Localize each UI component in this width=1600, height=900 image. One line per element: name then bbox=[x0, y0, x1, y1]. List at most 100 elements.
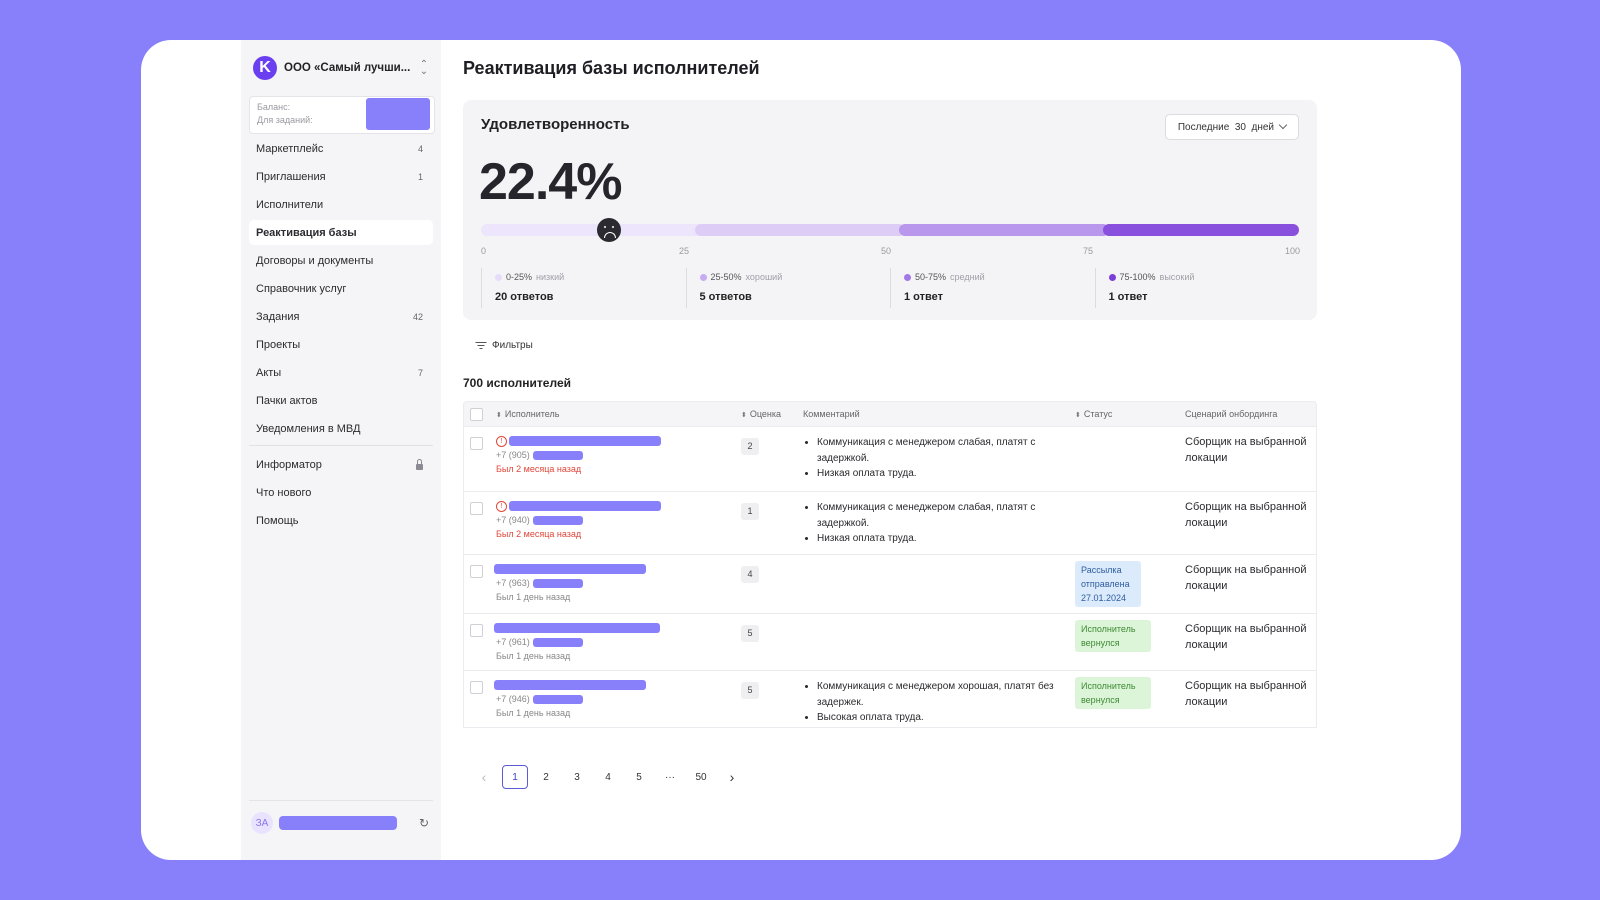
worker-cell[interactable]: +7 (963) Был 1 день назад bbox=[494, 555, 741, 613]
sidebar: K ООО «Самый лучши... ⌃ ⌄ Баланс: Для зад… bbox=[241, 40, 441, 860]
score-badge: 4 bbox=[741, 566, 759, 583]
select-all-checkbox[interactable] bbox=[470, 407, 483, 421]
satisfaction-scale bbox=[481, 218, 1299, 242]
worker-phone-redacted bbox=[533, 579, 583, 588]
onboarding-scenario: Сборщик на выбранной локации bbox=[1185, 501, 1307, 529]
sort-icon: ⬍ bbox=[1075, 412, 1081, 419]
sidebar-item[interactable]: Информатор bbox=[249, 452, 433, 477]
balance-widget: Баланс: Для заданий: bbox=[249, 96, 435, 134]
legend-range: 0-25% bbox=[506, 272, 533, 282]
sidebar-item[interactable]: Проекты bbox=[249, 332, 433, 357]
sidebar-item[interactable]: Исполнители bbox=[249, 192, 433, 217]
sidebar-item[interactable]: Уведомления в МВД bbox=[249, 416, 433, 441]
worker-cell[interactable]: ! +7 (940) Был 2 месяца назад bbox=[496, 492, 741, 554]
column-worker[interactable]: ⬍ Исполнитель bbox=[496, 409, 560, 419]
legend-count: 20 ответов bbox=[495, 291, 554, 303]
legend-item: 50-75% средний 1 ответ bbox=[890, 268, 1095, 308]
sidebar-item[interactable]: Справочник услуг bbox=[249, 276, 433, 301]
prev-page-button[interactable]: ‹ bbox=[481, 769, 487, 785]
sidebar-item-label: Исполнители bbox=[256, 198, 324, 211]
sidebar-item-label: Помощь bbox=[256, 514, 299, 527]
page-button[interactable]: 2 bbox=[543, 771, 549, 783]
page-button[interactable]: 4 bbox=[605, 771, 611, 783]
lock-icon bbox=[416, 458, 423, 470]
sidebar-item[interactable]: Договоры и документы bbox=[249, 248, 433, 273]
sidebar-item[interactable]: Пачки актов bbox=[249, 388, 433, 413]
row-checkbox[interactable] bbox=[470, 502, 483, 515]
worker-cell[interactable]: +7 (946) Был 1 день назад bbox=[494, 671, 741, 727]
column-comment: Комментарий bbox=[803, 409, 860, 419]
legend-dot bbox=[904, 273, 911, 281]
column-score[interactable]: ⬍ Оценка bbox=[741, 409, 782, 419]
user-profile[interactable]: ЗА ↻ bbox=[249, 800, 433, 839]
row-checkbox[interactable] bbox=[470, 565, 483, 578]
sidebar-item[interactable]: Реактивация базы bbox=[249, 220, 433, 245]
legend-count: 5 ответов bbox=[699, 291, 752, 303]
worker-phone: +7 (940) bbox=[496, 515, 530, 525]
page-button[interactable]: ··· bbox=[665, 771, 675, 783]
next-page-button[interactable]: › bbox=[729, 769, 735, 785]
sidebar-item[interactable]: Что нового bbox=[249, 480, 433, 505]
filters-button[interactable]: Фильтры bbox=[475, 340, 533, 351]
status-badge: Исполнитель вернулся bbox=[1075, 677, 1151, 709]
onboarding-scenario: Сборщик на выбранной локации bbox=[1185, 436, 1307, 464]
org-name: ООО «Самый лучши... bbox=[284, 62, 411, 74]
user-name-redacted bbox=[279, 816, 397, 830]
worker-phone-redacted bbox=[533, 451, 583, 460]
workers-count: 700 исполнителей bbox=[463, 376, 571, 390]
sidebar-item[interactable]: Задания 42 bbox=[249, 304, 433, 329]
page-button[interactable]: 5 bbox=[636, 771, 642, 783]
worker-cell[interactable]: ! +7 (905) Был 2 месяца назад bbox=[496, 427, 741, 491]
chevron-down-icon bbox=[1278, 120, 1288, 130]
sidebar-item-label: Акты bbox=[256, 366, 282, 379]
page-button[interactable]: 1 bbox=[502, 765, 528, 789]
sidebar-item-label: Пачки актов bbox=[256, 394, 318, 407]
scale-segment-high bbox=[1103, 224, 1299, 236]
sidebar-item-label: Что нового bbox=[256, 486, 312, 499]
sidebar-item-label: Задания bbox=[256, 310, 300, 323]
legend-dot bbox=[1108, 273, 1116, 281]
sidebar-item[interactable]: Помощь bbox=[249, 508, 433, 533]
worker-phone: +7 (961) bbox=[496, 637, 530, 647]
page-button[interactable]: 50 bbox=[695, 771, 707, 783]
satisfaction-card: Удовлетворенность Последние 30 дней 22.4… bbox=[463, 100, 1317, 320]
sidebar-item[interactable]: Акты 7 bbox=[249, 360, 433, 385]
row-checkbox[interactable] bbox=[470, 624, 483, 637]
org-switcher[interactable]: K ООО «Самый лучши... ⌃ ⌄ bbox=[253, 54, 429, 82]
app-window: K ООО «Самый лучши... ⌃ ⌄ Баланс: Для зад… bbox=[141, 40, 1461, 860]
sidebar-item-count: 1 bbox=[417, 171, 423, 182]
refresh-icon[interactable]: ↻ bbox=[418, 816, 429, 830]
last-seen: Был 1 день назад bbox=[496, 651, 571, 661]
table-header: ⬍ Исполнитель ⬍ Оценка Комментарий ⬍ Статус… bbox=[463, 401, 1317, 427]
column-scenario: Сценарий онбординга bbox=[1185, 409, 1278, 419]
table-row[interactable]: +7 (961) Был 1 день назад 5 Исполнитель вер… bbox=[463, 614, 1317, 671]
table-row[interactable]: +7 (946) Был 1 день назад 5 Коммуникация с … bbox=[463, 671, 1317, 728]
table-row[interactable]: ! +7 (905) Был 2 месяца назад 2 Коммуникация… bbox=[463, 427, 1317, 492]
legend-dot bbox=[495, 273, 502, 281]
scale-tick-label: 100 bbox=[1285, 246, 1301, 256]
scale-tick-label: 25 bbox=[679, 246, 690, 256]
legend-range: 50-75% bbox=[915, 272, 947, 282]
filters-label: Фильтры bbox=[492, 340, 533, 351]
row-checkbox[interactable] bbox=[470, 437, 483, 450]
page-button[interactable]: 3 bbox=[574, 771, 580, 783]
score-badge: 2 bbox=[741, 438, 759, 455]
sidebar-item-count: 7 bbox=[417, 367, 423, 378]
worker-cell[interactable]: +7 (961) Был 1 день назад bbox=[494, 614, 741, 670]
balance-value-redacted bbox=[366, 98, 430, 130]
worker-name-redacted bbox=[509, 436, 661, 446]
onboarding-scenario: Сборщик на выбранной локации bbox=[1185, 564, 1307, 592]
status-badge: Рассылка отправлена 27.01.2024 bbox=[1075, 561, 1141, 607]
filter-icon bbox=[475, 341, 486, 350]
page-title: Реактивация базы исполнителей bbox=[463, 58, 760, 78]
period-select[interactable]: Последние 30 дней bbox=[1164, 114, 1299, 140]
row-checkbox[interactable] bbox=[470, 681, 483, 694]
workers-table: ⬍ Исполнитель ⬍ Оценка Комментарий ⬍ Статус… bbox=[463, 401, 1317, 728]
legend-level: высокий bbox=[1159, 272, 1195, 282]
table-row[interactable]: +7 (963) Был 1 день назад 4 Рассылка отправ… bbox=[463, 555, 1317, 614]
avatar: ЗА bbox=[251, 812, 273, 834]
sidebar-item[interactable]: Маркетплейс 4 bbox=[249, 136, 433, 161]
table-row[interactable]: ! +7 (940) Был 2 месяца назад 1 Коммуникация… bbox=[463, 492, 1317, 555]
column-status[interactable]: ⬍ Статус bbox=[1075, 409, 1113, 419]
sidebar-item[interactable]: Приглашения 1 bbox=[249, 164, 433, 189]
